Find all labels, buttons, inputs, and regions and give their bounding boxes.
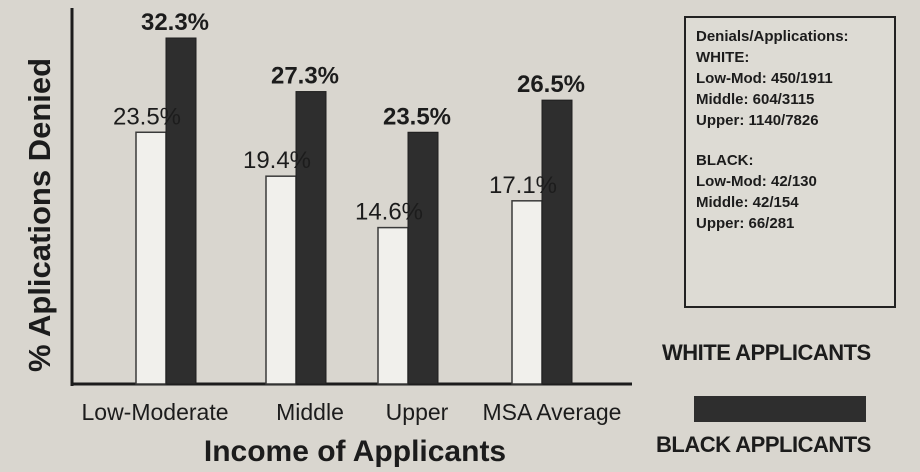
notes-white-row: Low-Mod: 450/1911 bbox=[696, 70, 833, 87]
category-label: Middle bbox=[276, 399, 344, 425]
black-bar-middle bbox=[295, 91, 327, 385]
black-value-label: 23.5% bbox=[383, 103, 451, 130]
black-value-label: 26.5% bbox=[517, 71, 585, 98]
black-bar-msa-average bbox=[541, 99, 573, 385]
black-value-label: 32.3% bbox=[141, 9, 209, 36]
legend-black-label: BLACK APPLICANTS bbox=[656, 432, 871, 457]
white-value-label: 14.6% bbox=[355, 199, 423, 226]
black-bar-low-moderate bbox=[165, 37, 197, 385]
legend-black-swatch bbox=[694, 396, 866, 422]
category-label: Low-Moderate bbox=[81, 399, 228, 425]
white-bar-upper bbox=[377, 226, 409, 385]
notes-white-heading: WHITE: bbox=[696, 49, 750, 66]
white-bar-middle bbox=[265, 175, 297, 385]
chart-value-labels: 23.5% 19.4% 14.6% 17.1% 32.3% 27.3% 23.5% 26.5% bbox=[113, 9, 585, 226]
white-value-label: 19.4% bbox=[243, 147, 311, 174]
chart-bars bbox=[135, 37, 573, 385]
y-axis-label: % Aplications Denied bbox=[22, 58, 57, 372]
legend-white-label: WHITE APPLICANTS bbox=[662, 340, 871, 365]
notes-black-row: Low-Mod: 42/130 bbox=[696, 173, 817, 190]
white-bar-msa-average bbox=[511, 200, 543, 385]
notes-white-row: Middle: 604/3115 bbox=[696, 91, 815, 108]
category-label: MSA Average bbox=[483, 399, 622, 425]
x-axis-label: Income of Applicants bbox=[204, 435, 506, 468]
category-label: Upper bbox=[386, 399, 449, 425]
black-bar-upper bbox=[407, 131, 439, 385]
notes-black-row: Upper: 66/281 bbox=[696, 215, 795, 232]
notes-white-row: Upper: 1140/7826 bbox=[696, 112, 819, 129]
chart-category-labels: Low-Moderate Middle Upper MSA Average bbox=[81, 399, 621, 425]
denials-applications-box: Denials/Applications: WHITE: Low-Mod: 45… bbox=[684, 16, 896, 308]
white-bar-low-moderate bbox=[135, 131, 167, 385]
black-value-label: 27.3% bbox=[271, 63, 339, 90]
white-value-label: 23.5% bbox=[113, 103, 181, 130]
white-value-label: 17.1% bbox=[489, 172, 557, 199]
notes-black-heading: BLACK: bbox=[696, 152, 754, 169]
notes-black-row: Middle: 42/154 bbox=[696, 194, 799, 211]
notes-title: Denials/Applications: bbox=[696, 28, 849, 45]
